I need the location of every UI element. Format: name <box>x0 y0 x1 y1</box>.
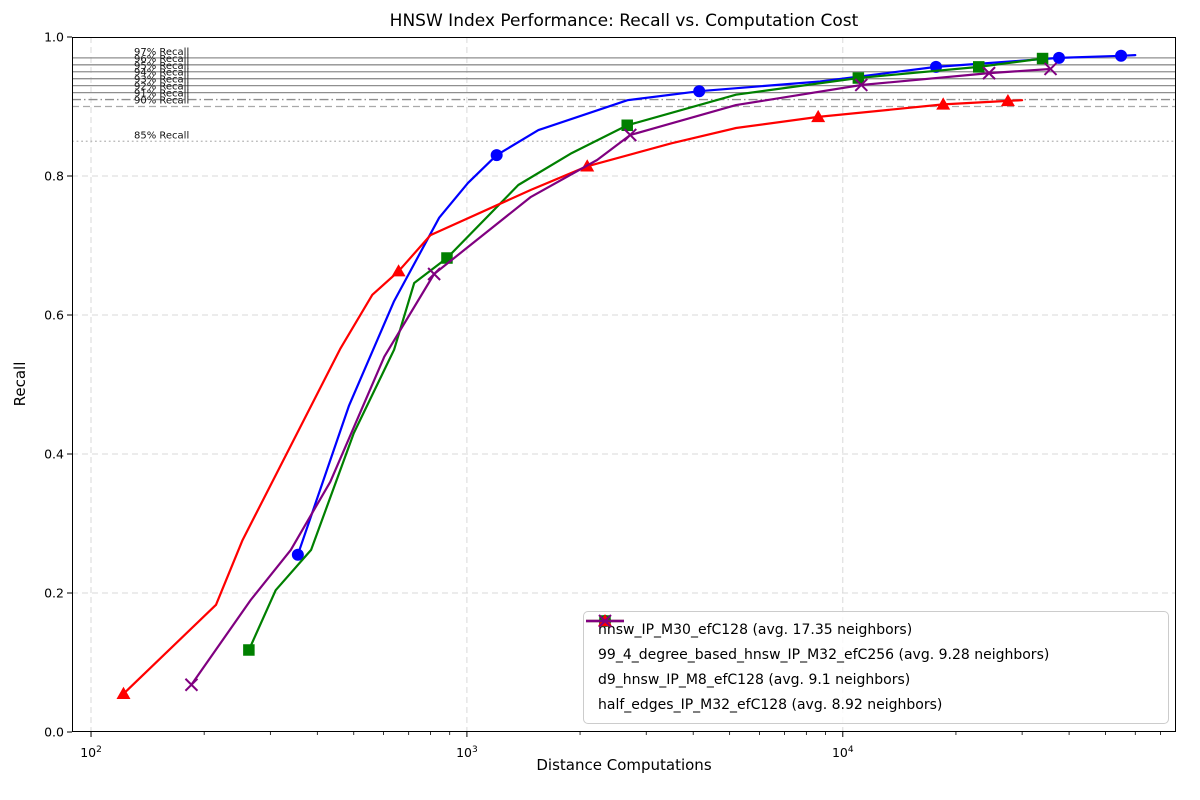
series-marker-x <box>623 128 637 142</box>
legend-item: d9_hnsw_IP_M8_efC128 (avg. 9.1 neighbors… <box>586 614 1154 693</box>
series-marker-triangle <box>936 97 951 110</box>
y-tick-label: 0.8 <box>44 169 64 184</box>
legend-label: hnsw_IP_M30_efC128 (avg. 17.35 neighbors… <box>598 621 913 638</box>
series-marker-square <box>441 252 453 264</box>
legend-marker-x-icon <box>598 614 612 628</box>
series-marker-x <box>1043 62 1058 76</box>
legend-item: half_edges_IP_M32_efC128 (avg. 8.92 neig… <box>586 614 1154 718</box>
series-marker-x <box>982 66 996 80</box>
legend-item: 99_4_degree_based_hnsw_IP_M32_efC256 (av… <box>586 615 1154 667</box>
plot-border <box>72 37 1176 732</box>
y-tick-label: 0.0 <box>44 725 64 740</box>
ref-line-label: 96% Recall <box>134 54 189 65</box>
series-marker-triangle <box>391 264 406 277</box>
ref-line-label: 97% Recall <box>134 47 189 58</box>
series-line-3 <box>190 67 1052 686</box>
y-tick-label: 0.4 <box>44 447 64 462</box>
legend: hnsw_IP_M30_efC128 (avg. 17.35 neighbors… <box>583 611 1169 724</box>
x-tick-exponent: 3 <box>472 745 478 755</box>
series-marker-x <box>427 267 441 281</box>
series-marker-triangle <box>1000 93 1015 107</box>
series-marker-triangle <box>116 686 131 699</box>
x-axis-label: Distance Computations <box>536 756 712 774</box>
ref-line-label: 92% Recall <box>134 82 189 93</box>
series-line-1 <box>247 57 1044 652</box>
series-marker-triangle <box>811 109 826 123</box>
series-marker-x <box>184 678 199 692</box>
ref-line-label: 90% Recall <box>134 96 189 107</box>
ref-line-label: 95% Recall <box>134 61 189 72</box>
series-marker-square <box>973 61 985 73</box>
series-marker-circle <box>1115 49 1128 62</box>
series-marker-circle <box>1052 51 1065 64</box>
legend-item: hnsw_IP_M30_efC128 (avg. 17.35 neighbors… <box>586 615 1154 642</box>
y-tick-label: 1.0 <box>44 30 64 45</box>
series-marker-x <box>854 78 868 92</box>
series-marker-square <box>1036 52 1049 65</box>
legend-label: half_edges_IP_M32_efC128 (avg. 8.92 neig… <box>598 697 943 714</box>
x-tick-exponent: 4 <box>848 745 854 755</box>
series-line-2 <box>122 99 1024 695</box>
legend-sample-x-icon <box>586 614 624 628</box>
y-axis-label: Recall <box>11 361 29 407</box>
legend-label: 99_4_degree_based_hnsw_IP_M32_efC256 (av… <box>598 646 1050 663</box>
ref-line-label: 85% Recall <box>134 130 189 141</box>
series-marker-square <box>243 644 255 656</box>
series-marker-square <box>621 119 633 132</box>
series-marker-circle <box>693 85 706 98</box>
series-marker-square <box>852 72 865 84</box>
series-line-0 <box>296 54 1137 556</box>
ref-line-label: 94% Recall <box>134 68 189 79</box>
series-marker-circle <box>490 149 503 162</box>
y-tick-label: 0.2 <box>44 586 64 601</box>
series-marker-circle <box>291 548 304 561</box>
y-tick-label: 0.6 <box>44 308 64 323</box>
ref-line-label: 93% Recall <box>134 75 189 86</box>
chart-title: HNSW Index Performance: Recall vs. Compu… <box>389 11 859 31</box>
legend-label: d9_hnsw_IP_M8_efC128 (avg. 9.1 neighbors… <box>598 672 911 689</box>
ref-line-label: 91% Recall <box>134 89 189 100</box>
x-tick-exponent: 2 <box>96 745 102 755</box>
